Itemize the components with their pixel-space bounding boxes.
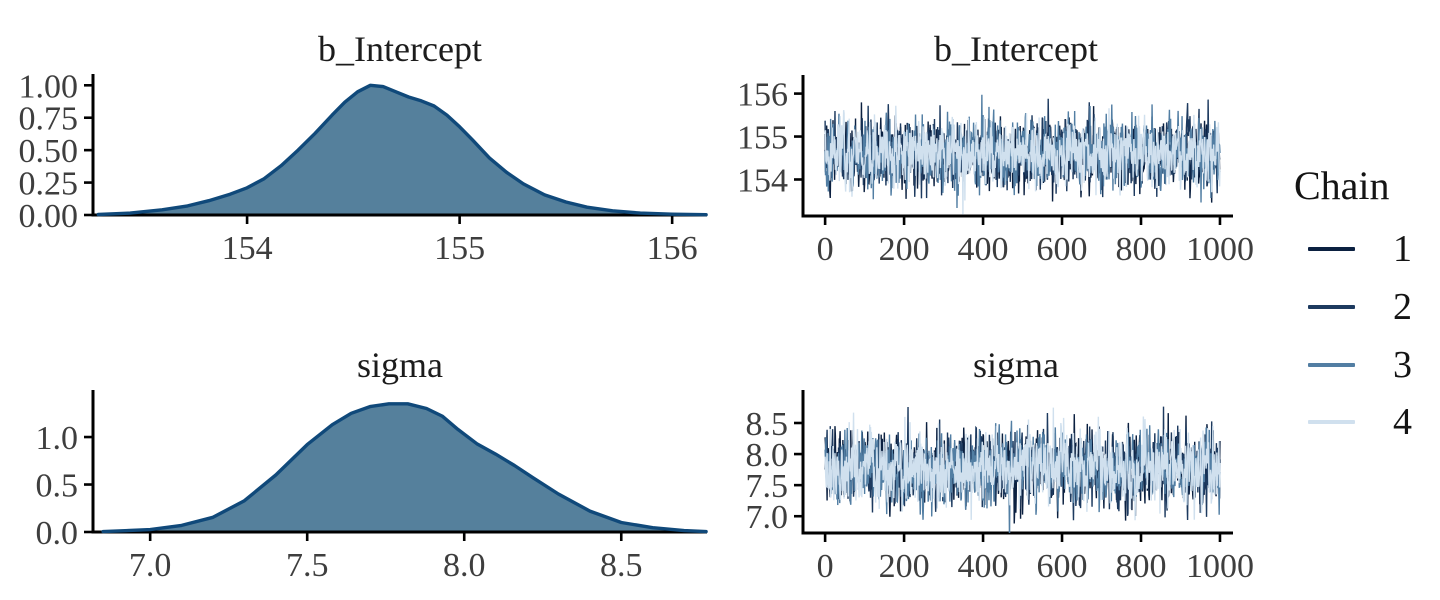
density-fill (98, 85, 707, 215)
y-tick-label: 154 (737, 162, 788, 199)
y-tick-label: 0.75 (19, 101, 79, 138)
y-tick-label: 0.25 (19, 166, 79, 203)
x-tick-label: 0 (817, 231, 834, 268)
x-tick-label: 800 (1115, 231, 1166, 268)
trace-line-chain-4 (824, 105, 1221, 215)
x-tick-label: 400 (958, 231, 1009, 268)
y-tick-label: 0.0 (36, 515, 79, 552)
y-tick-label: 0.50 (19, 133, 79, 170)
x-tick-label: 400 (958, 548, 1009, 585)
trace-lines (824, 94, 1221, 215)
panel-trace_b_Intercept: 156 155 154 0 200 400 600 800 1000 (737, 75, 1254, 268)
panel-title-density-sigma: sigma (357, 345, 443, 385)
panel-trace_sigma: 8.58.07.57.0 0 200 400 600 800 1000 (746, 390, 1254, 585)
y-tick-label: 1.00 (19, 68, 79, 105)
x-tick-label: 8.0 (443, 547, 486, 584)
y-tick-label: 0.5 (36, 468, 79, 505)
density-outline (101, 402, 708, 534)
x-tick-label: 600 (1037, 231, 1088, 268)
x-tick-label: 7.5 (286, 547, 329, 584)
x-tick-label: 0 (817, 548, 834, 585)
y-tick-label: 0.00 (19, 198, 79, 235)
panel-density_sigma: 1.0 0.5 0.0 7.0 7.5 8.0 8.5 (36, 390, 708, 584)
trace-lines (824, 406, 1221, 533)
y-tick-label: 155 (737, 120, 788, 157)
y-tick-label: 8.5 (746, 406, 789, 443)
x-tick-label: 1000 (1186, 231, 1254, 268)
panel-density_b_Intercept: 1.000.750.500.250.00 154 155 156 (19, 68, 708, 267)
x-tick-label: 600 (1037, 548, 1088, 585)
panel-title-trace-b-intercept: b_Intercept (934, 29, 1098, 69)
x-tick-label: 154 (222, 230, 273, 267)
y-tick-label: 7.0 (746, 499, 789, 536)
x-tick-label: 200 (879, 548, 930, 585)
panel-title-trace-sigma: sigma (973, 345, 1059, 385)
x-tick-label: 155 (434, 230, 485, 267)
x-tick-label: 156 (647, 230, 698, 267)
y-tick-label: 7.5 (746, 468, 789, 505)
panel-title-density-b-intercept: b_Intercept (318, 29, 482, 69)
density-outline (96, 83, 708, 217)
y-tick-label: 8.0 (746, 437, 789, 474)
x-tick-label: 8.5 (600, 547, 643, 584)
density-fill (103, 403, 707, 532)
y-tick-label: 156 (737, 77, 788, 114)
x-tick-label: 7.0 (129, 547, 172, 584)
x-tick-label: 1000 (1186, 548, 1254, 585)
x-tick-label: 800 (1115, 548, 1166, 585)
trace-line-chain-4 (824, 407, 1221, 521)
y-tick-label: 1.0 (36, 420, 79, 457)
x-tick-label: 200 (879, 231, 930, 268)
